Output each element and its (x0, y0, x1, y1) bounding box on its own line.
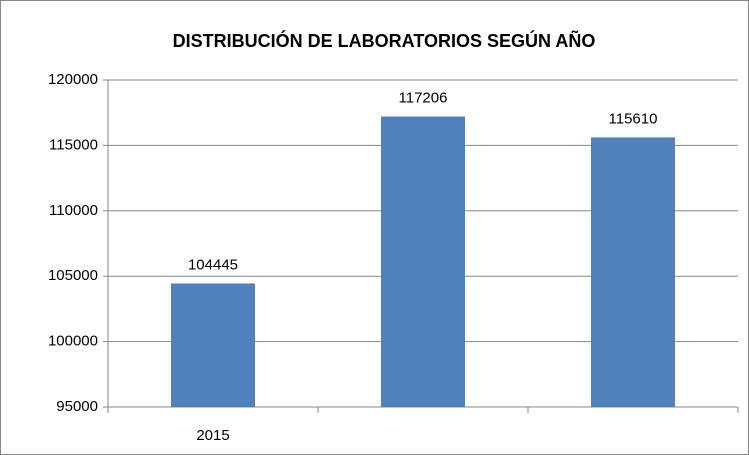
chart-title: DISTRIBUCIÓN DE LABORATORIOS SEGÚN AÑO (173, 30, 596, 51)
x-tick-label: 2015 (196, 427, 229, 444)
y-tick-label: 115000 (49, 136, 98, 153)
data-label: 117206 (399, 90, 448, 107)
y-tick-label: 100000 (48, 333, 98, 350)
data-label: 104445 (188, 256, 238, 273)
bar (381, 116, 465, 407)
y-tick-label: 120000 (48, 71, 98, 88)
bar (591, 137, 675, 407)
y-tick-label: 95000 (56, 398, 98, 415)
y-tick-label: 110000 (49, 202, 98, 219)
data-label: 115610 (609, 110, 658, 127)
bar (171, 283, 255, 407)
y-tick-label: 105000 (48, 267, 98, 284)
